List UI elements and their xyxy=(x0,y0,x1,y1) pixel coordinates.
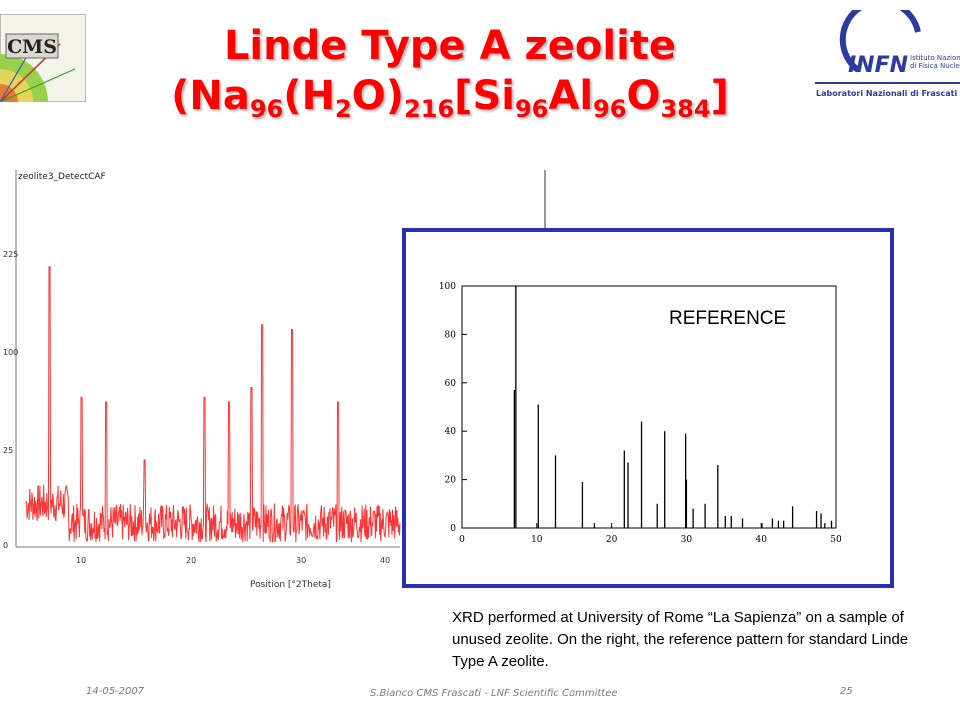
svg-text:di Fisica Nucleare: di Fisica Nucleare xyxy=(910,62,960,70)
cms-logo-icon: CMS xyxy=(0,14,86,102)
footer-center: S.Bianco CMS Frascati - LNF Scientific C… xyxy=(370,688,618,699)
reference-frame xyxy=(461,285,837,529)
measured-ytick: 225 xyxy=(3,250,18,259)
page-number: 25 xyxy=(840,686,853,697)
reference-xtick-label: 50 xyxy=(830,535,842,545)
reference-ytick-label: 40 xyxy=(445,427,457,437)
measured-xtick: 10 xyxy=(76,556,86,565)
svg-text:Laboratori Nazionali di Frasca: Laboratori Nazionali di Frascati xyxy=(816,89,957,98)
svg-text:CMS: CMS xyxy=(7,36,57,58)
reference-xtick-label: 20 xyxy=(606,535,618,545)
reference-ytick-label: 60 xyxy=(445,379,457,389)
slide-title: Linde Type A zeolite (Na96(H2O)216[Si96A… xyxy=(150,22,750,122)
measured-trace xyxy=(25,266,401,543)
infn-logo-icon: INFN Istituto Nazionale di Fisica Nuclea… xyxy=(815,10,960,98)
reference-xtick-label: 30 xyxy=(681,535,693,545)
measured-xtick: 20 xyxy=(186,556,196,565)
measured-xrd-plot: zeolite3_DetectCAF 0 25 100 225 10 20 30… xyxy=(3,170,546,590)
svg-text:Istituto Nazionale: Istituto Nazionale xyxy=(910,54,960,62)
svg-text:INFN: INFN xyxy=(848,53,908,78)
reference-pattern-box: 0 20 40 60 80 100 0 10 20 30 40 50 REFERENCE xyxy=(402,228,894,588)
reference-ytick-label: 100 xyxy=(439,282,456,292)
measured-ytick: 25 xyxy=(3,446,13,455)
reference-xrd-plot: 0 20 40 60 80 100 0 10 20 30 40 50 xyxy=(439,282,842,545)
measured-xtick: 30 xyxy=(296,556,306,565)
measured-xlabel: Position [°2Theta] xyxy=(250,580,331,590)
measured-ytick: 100 xyxy=(3,348,18,357)
reference-xtick-label: 40 xyxy=(755,535,767,545)
reference-ytick-label: 0 xyxy=(450,524,456,534)
reference-ytick-label: 20 xyxy=(445,476,457,486)
slide-caption: XRD performed at University of Rome “La … xyxy=(452,609,909,670)
reference-xtick-label: 0 xyxy=(459,535,465,545)
measured-ytick: 0 xyxy=(3,541,8,550)
measured-xtick: 40 xyxy=(380,556,390,565)
footer-date: 14-05-2007 xyxy=(86,686,145,697)
measured-series xyxy=(25,266,401,543)
measured-plot-title: zeolite3_DetectCAF xyxy=(18,172,106,182)
reference-label: REFERENCE xyxy=(669,308,787,329)
title-line-2-formula: (Na96(H2O)216[Si96Al96O384] xyxy=(171,73,729,123)
reference-ytick-label: 80 xyxy=(445,330,457,340)
reference-xtick-label: 10 xyxy=(531,535,543,545)
title-line-1: Linde Type A zeolite xyxy=(223,23,677,69)
